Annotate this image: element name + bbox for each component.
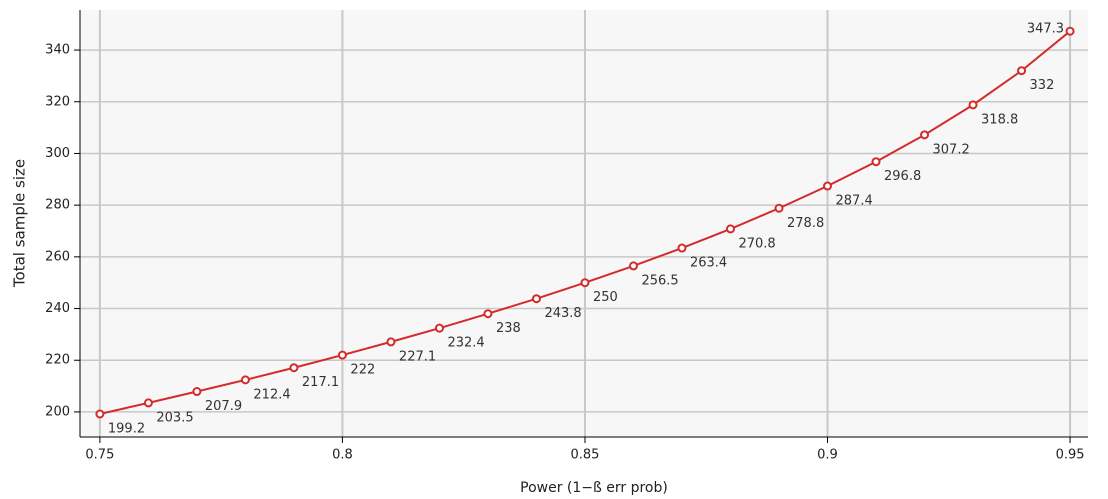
point [776, 205, 783, 212]
point [484, 310, 491, 317]
x-tick-label: 0.8 [332, 448, 353, 463]
y-axis-label: Total sample size [11, 159, 29, 288]
point [242, 376, 249, 383]
y-tick-label: 280 [45, 198, 70, 213]
data-label: 217.1 [302, 375, 339, 390]
point [581, 279, 588, 286]
point [339, 352, 346, 359]
point [96, 410, 103, 417]
point [1018, 67, 1025, 74]
data-label: 238 [496, 321, 521, 336]
data-label: 263.4 [690, 256, 727, 271]
point [970, 101, 977, 108]
point [145, 399, 152, 406]
data-label: 203.5 [156, 410, 193, 425]
point [921, 131, 928, 138]
data-label: 278.8 [787, 216, 824, 231]
y-tick-label: 320 [45, 94, 70, 109]
data-label: 227.1 [399, 349, 436, 364]
data-label: 212.4 [253, 387, 290, 402]
point [193, 388, 200, 395]
data-label: 250 [593, 290, 618, 305]
data-label: 287.4 [836, 194, 873, 209]
data-label: 199.2 [108, 421, 145, 436]
y-tick-label: 200 [45, 404, 70, 419]
point [678, 245, 685, 252]
data-label: 232.4 [447, 336, 484, 351]
data-label: 332 [1030, 78, 1055, 93]
point [387, 338, 394, 345]
data-label: 207.9 [205, 399, 242, 414]
data-label: 243.8 [544, 306, 581, 321]
data-label: 270.8 [738, 236, 775, 251]
y-tick-label: 340 [45, 43, 70, 58]
point [436, 325, 443, 332]
point [533, 295, 540, 302]
data-label: 318.8 [981, 112, 1018, 127]
point [824, 183, 831, 190]
x-axis-label: Power (1−ß err prob) [520, 480, 668, 496]
data-label: 256.5 [641, 273, 678, 288]
y-tick-label: 240 [45, 301, 70, 316]
y-tick-label: 260 [45, 249, 70, 264]
y-tick-label: 220 [45, 353, 70, 368]
point [727, 225, 734, 232]
x-tick-label: 0.9 [817, 448, 838, 463]
chart: Power (1−ß err prob) Total sample size 2… [0, 0, 1108, 499]
x-tick-label: 0.95 [1056, 448, 1085, 463]
x-tick-label: 0.75 [85, 448, 114, 463]
point [1067, 28, 1074, 35]
x-tick-label: 0.85 [570, 448, 599, 463]
data-label: 222 [350, 363, 375, 378]
y-tick-label: 300 [45, 146, 70, 161]
data-label: 347.3 [1027, 22, 1064, 37]
point [290, 364, 297, 371]
data-label: 296.8 [884, 169, 921, 184]
data-label: 307.2 [933, 142, 970, 157]
point [873, 158, 880, 165]
point [630, 262, 637, 269]
